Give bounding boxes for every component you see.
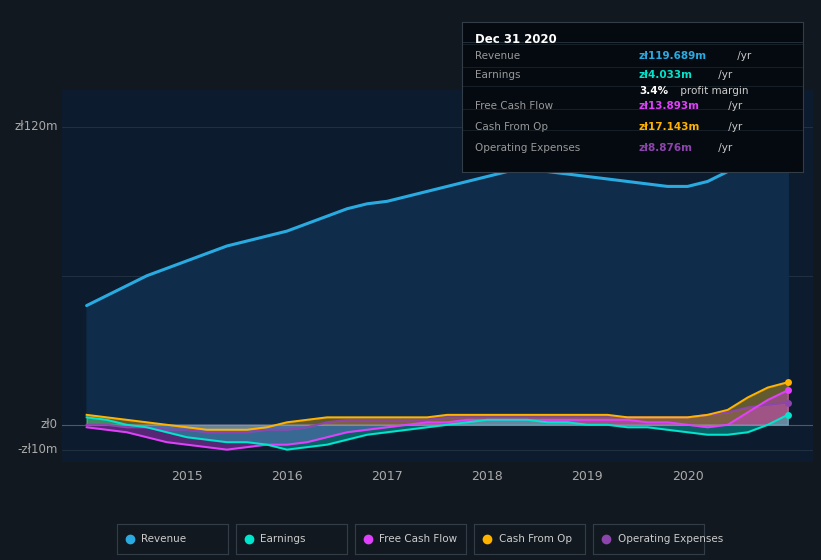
- Text: Revenue: Revenue: [475, 51, 521, 61]
- Text: /yr: /yr: [725, 101, 742, 111]
- Text: zł8.876m: zł8.876m: [639, 143, 693, 153]
- Text: zł13.893m: zł13.893m: [639, 101, 700, 111]
- Text: Operating Expenses: Operating Expenses: [475, 143, 580, 153]
- Text: 3.4%: 3.4%: [639, 86, 668, 96]
- Text: zł0: zł0: [41, 418, 57, 431]
- Text: Revenue: Revenue: [141, 534, 186, 544]
- Text: -zł10m: -zł10m: [17, 443, 57, 456]
- Text: profit margin: profit margin: [677, 86, 749, 96]
- Text: /yr: /yr: [715, 70, 732, 80]
- Text: zł4.033m: zł4.033m: [639, 70, 693, 80]
- Text: zł119.689m: zł119.689m: [639, 51, 707, 61]
- Text: Cash From Op: Cash From Op: [498, 534, 571, 544]
- Text: /yr: /yr: [735, 51, 752, 61]
- Text: Dec 31 2020: Dec 31 2020: [475, 33, 557, 46]
- Text: /yr: /yr: [725, 123, 742, 133]
- Text: zł17.143m: zł17.143m: [639, 123, 700, 133]
- Text: Earnings: Earnings: [260, 534, 306, 544]
- Text: Free Cash Flow: Free Cash Flow: [379, 534, 457, 544]
- Text: Earnings: Earnings: [475, 70, 521, 80]
- Text: Cash From Op: Cash From Op: [475, 123, 548, 133]
- Text: /yr: /yr: [715, 143, 732, 153]
- Text: zł120m: zł120m: [14, 120, 57, 133]
- Text: Free Cash Flow: Free Cash Flow: [475, 101, 553, 111]
- Text: Operating Expenses: Operating Expenses: [617, 534, 722, 544]
